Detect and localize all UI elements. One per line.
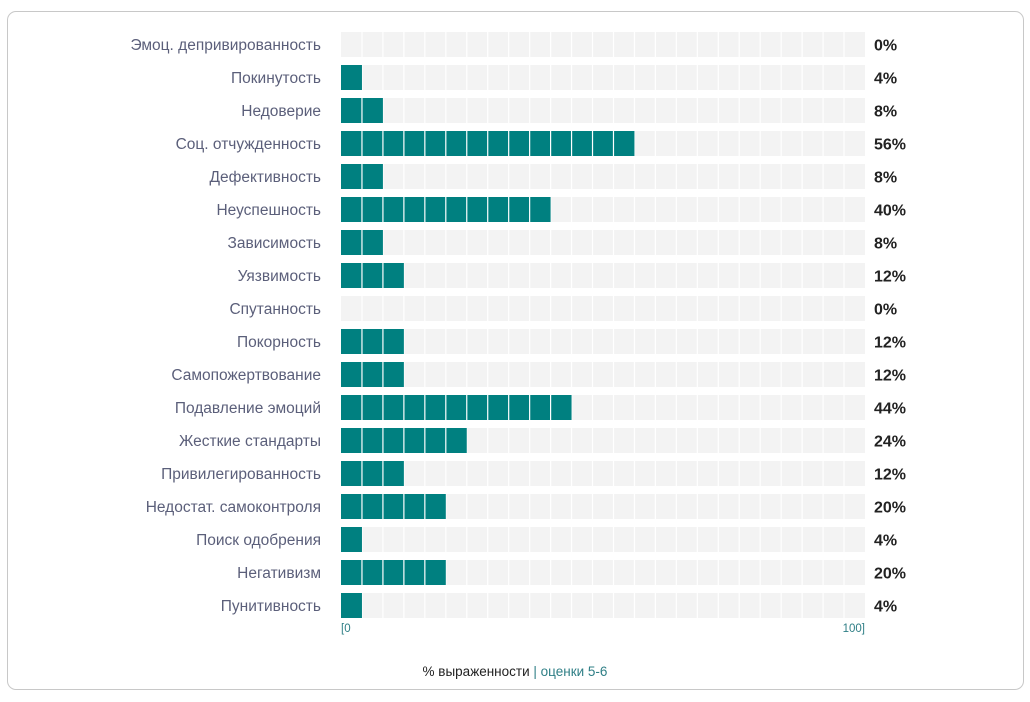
bar <box>341 362 404 387</box>
bar <box>341 593 362 618</box>
category-label: Пунитивность <box>221 598 321 615</box>
value-label: 20% <box>874 500 906 517</box>
value-label: 8% <box>874 236 897 253</box>
bar-track <box>341 98 865 123</box>
category-label: Эмоц. депривированность <box>130 37 321 54</box>
bar-row: Зависимость 8% <box>228 230 897 255</box>
x-tick-label: 100] <box>843 623 865 635</box>
bar-row: Покорность 12% <box>237 329 906 354</box>
value-label: 12% <box>874 269 906 286</box>
bar-row: Недостат. самоконтроля 20% <box>146 494 906 519</box>
category-label: Уязвимость <box>238 268 321 285</box>
bar-row: Соц. отчужденность 56% <box>176 131 906 156</box>
x-axis-separator: | <box>533 664 537 679</box>
value-label: 44% <box>874 401 906 418</box>
bar <box>341 263 404 288</box>
bar-track <box>341 362 865 387</box>
category-label: Негативизм <box>237 565 321 582</box>
bar <box>341 527 362 552</box>
bar <box>341 461 404 486</box>
value-label: 56% <box>874 137 906 154</box>
x-axis-title: % выраженности | оценки 5-6 <box>0 664 1030 679</box>
bar-track <box>341 230 865 255</box>
bar-track <box>341 32 865 57</box>
bar-track <box>341 65 865 90</box>
bar-track <box>341 329 865 354</box>
bar-row: Покинутость 4% <box>231 65 897 90</box>
bar-row: Дефективность 8% <box>209 164 897 189</box>
category-label: Покинутость <box>231 70 321 87</box>
bar-track <box>341 296 865 321</box>
x-axis-sublabel: оценки 5-6 <box>540 664 608 679</box>
bar-track <box>341 164 865 189</box>
bar-row: Жесткие стандарты 24% <box>179 428 906 453</box>
bar-row: Пунитивность 4% <box>221 593 897 618</box>
category-label: Самопожертвование <box>171 367 321 384</box>
category-label: Подавление эмоций <box>175 400 321 417</box>
bar-track <box>341 263 865 288</box>
value-label: 12% <box>874 335 906 352</box>
bar-track <box>341 527 865 552</box>
bar-track <box>341 593 865 618</box>
bar <box>341 494 446 519</box>
bar-row: Эмоц. депривированность 0% <box>130 32 897 57</box>
bar-row: Недоверие 8% <box>241 98 897 123</box>
bar-row: Спутанность 0% <box>229 296 897 321</box>
bar <box>341 329 404 354</box>
value-label: 40% <box>874 203 906 220</box>
x-tick-label: [0 <box>341 623 351 635</box>
value-label: 20% <box>874 566 906 583</box>
category-label: Покорность <box>237 334 321 351</box>
value-label: 0% <box>874 302 897 319</box>
value-label: 12% <box>874 467 906 484</box>
value-label: 8% <box>874 170 897 187</box>
category-label: Поиск одобрения <box>196 532 321 549</box>
bar-row: Уязвимость 12% <box>238 263 906 288</box>
category-label: Жесткие стандарты <box>179 433 321 450</box>
bar <box>341 395 572 420</box>
category-label: Соц. отчужденность <box>176 136 321 153</box>
value-label: 24% <box>874 434 906 451</box>
bar-row: Самопожертвование 12% <box>171 362 906 387</box>
value-label: 8% <box>874 104 897 121</box>
x-axis-label: % выраженности <box>422 664 530 679</box>
category-label: Недоверие <box>241 103 321 120</box>
bar-row: Поиск одобрения 4% <box>196 527 897 552</box>
bar-row: Неуспешность 40% <box>216 197 906 222</box>
value-label: 4% <box>874 533 897 550</box>
category-label: Спутанность <box>229 301 321 318</box>
category-label: Недостат. самоконтроля <box>146 499 321 516</box>
category-label: Дефективность <box>209 169 321 186</box>
category-label: Привилегированность <box>161 466 321 483</box>
category-label: Зависимость <box>228 235 321 252</box>
value-label: 4% <box>874 71 897 88</box>
value-label: 0% <box>874 38 897 55</box>
bar-row: Подавление эмоций 44% <box>175 395 906 420</box>
bar <box>341 560 446 585</box>
category-label: Неуспешность <box>216 202 321 219</box>
bar <box>341 65 362 90</box>
value-label: 12% <box>874 368 906 385</box>
bar-row: Негативизм 20% <box>237 560 906 585</box>
bar-track <box>341 461 865 486</box>
bar-row: Привилегированность 12% <box>161 461 906 486</box>
value-label: 4% <box>874 599 897 616</box>
